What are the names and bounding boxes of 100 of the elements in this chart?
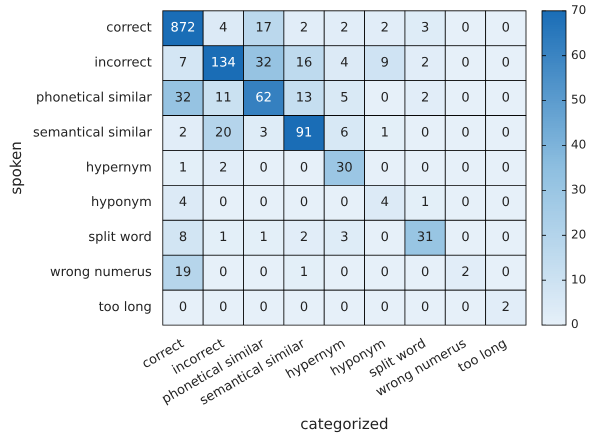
data-label: 2 — [178, 125, 188, 140]
data-label: 0 — [380, 90, 389, 106]
data-label: 17 — [255, 20, 272, 36]
data-label: 0 — [219, 195, 228, 210]
data-label: 0 — [340, 265, 349, 280]
data-label: 2 — [219, 160, 228, 176]
color-bar-label: 0 — [571, 317, 579, 332]
data-label: 0 — [300, 195, 308, 210]
data-label: 0 — [502, 195, 510, 210]
data-label: 30 — [336, 160, 353, 176]
data-label: 2 — [461, 265, 470, 280]
data-label: 0 — [502, 56, 510, 71]
data-label: 4 — [380, 195, 389, 210]
data-label: 134 — [210, 56, 236, 71]
data-label: 4 — [178, 195, 188, 210]
color-bar-label: 70 — [571, 2, 586, 17]
data-label: 2 — [300, 230, 308, 246]
data-label: 0 — [502, 90, 510, 106]
data-label: 16 — [296, 56, 312, 71]
data-label: 3 — [340, 230, 349, 246]
y-tick-label: hyponym — [91, 195, 152, 210]
data-label: 1 — [260, 230, 268, 246]
color-bar-label: 10 — [571, 272, 586, 286]
color-bar-label: 60 — [571, 48, 586, 62]
data-label: 0 — [461, 56, 470, 71]
data-label: 3 — [420, 20, 430, 36]
data-label: 2 — [300, 20, 308, 36]
color-bar-label: 40 — [571, 138, 586, 152]
y-tick-label: incorrect — [94, 56, 152, 71]
data-label: 0 — [260, 300, 268, 316]
data-label: 0 — [300, 160, 308, 176]
data-label: 0 — [260, 195, 268, 210]
y-axis-title: spoken — [6, 141, 25, 195]
x-axis-title: categorized — [300, 414, 389, 433]
data-label: 0 — [420, 125, 430, 140]
data-label: 0 — [502, 230, 510, 246]
data-label: 19 — [174, 265, 192, 280]
data-label: 11 — [215, 90, 232, 106]
data-label: 0 — [340, 300, 349, 316]
data-label: 0 — [300, 300, 308, 316]
data-label: 2 — [340, 20, 349, 36]
data-label: 0 — [461, 160, 470, 176]
data-label: 8 — [178, 230, 188, 246]
y-tick-label: phonetical similar — [36, 90, 152, 106]
y-tick-label: semantical similar — [32, 125, 152, 140]
data-label: 4 — [340, 56, 349, 71]
y-tick-label: wrong numerus — [50, 265, 152, 280]
data-label: 2 — [502, 300, 510, 316]
data-label: 872 — [170, 20, 196, 36]
data-label: 62 — [255, 90, 272, 106]
y-tick-label: split word — [88, 230, 152, 246]
data-label: 0 — [461, 230, 470, 246]
data-label: 2 — [380, 20, 389, 36]
data-label: 0 — [461, 20, 470, 36]
color-bar-label: 20 — [571, 227, 586, 242]
data-label: 0 — [420, 300, 430, 316]
color-bar-label: 30 — [571, 182, 586, 197]
data-label: 0 — [340, 195, 349, 210]
data-label: 9 — [380, 56, 389, 71]
data-label: 0 — [380, 265, 389, 280]
data-label: 0 — [502, 160, 510, 176]
data-label: 0 — [461, 300, 470, 316]
data-label: 5 — [340, 90, 349, 106]
data-label: 1 — [420, 195, 430, 210]
y-tick-label: too long — [98, 300, 152, 316]
data-label: 1 — [300, 265, 308, 280]
y-tick-label: hypernym — [86, 160, 152, 176]
data-label: 0 — [380, 300, 389, 316]
data-label: 32 — [255, 56, 272, 71]
data-label: 0 — [502, 125, 510, 140]
data-label: 0 — [178, 300, 188, 316]
data-label: 0 — [380, 160, 389, 176]
data-label: 2 — [420, 56, 430, 71]
data-label: 3 — [260, 125, 268, 140]
data-label: 0 — [502, 265, 510, 280]
data-label: 6 — [340, 125, 349, 140]
data-label: 13 — [296, 90, 312, 106]
data-label: 0 — [219, 265, 228, 280]
color-bar-label: 50 — [571, 92, 586, 107]
data-label: 0 — [260, 265, 268, 280]
data-label: 91 — [296, 125, 312, 140]
data-label: 0 — [461, 195, 470, 210]
data-label: 0 — [260, 160, 268, 176]
data-label: 0 — [420, 265, 430, 280]
data-label: 7 — [178, 56, 188, 71]
data-label: 20 — [215, 125, 232, 140]
data-label: 0 — [461, 125, 470, 140]
data-label: 32 — [174, 90, 192, 106]
data-label: 2 — [420, 90, 430, 106]
data-label: 0 — [461, 90, 470, 106]
y-tick-label: correct — [106, 20, 152, 36]
data-label: 0 — [219, 300, 228, 316]
data-label: 31 — [416, 230, 434, 246]
data-label: 0 — [420, 160, 430, 176]
data-label: 0 — [502, 20, 510, 36]
data-label: 1 — [219, 230, 228, 246]
data-label: 0 — [380, 230, 389, 246]
data-label: 1 — [380, 125, 389, 140]
data-label: 4 — [219, 20, 228, 36]
data-label: 1 — [178, 160, 188, 176]
